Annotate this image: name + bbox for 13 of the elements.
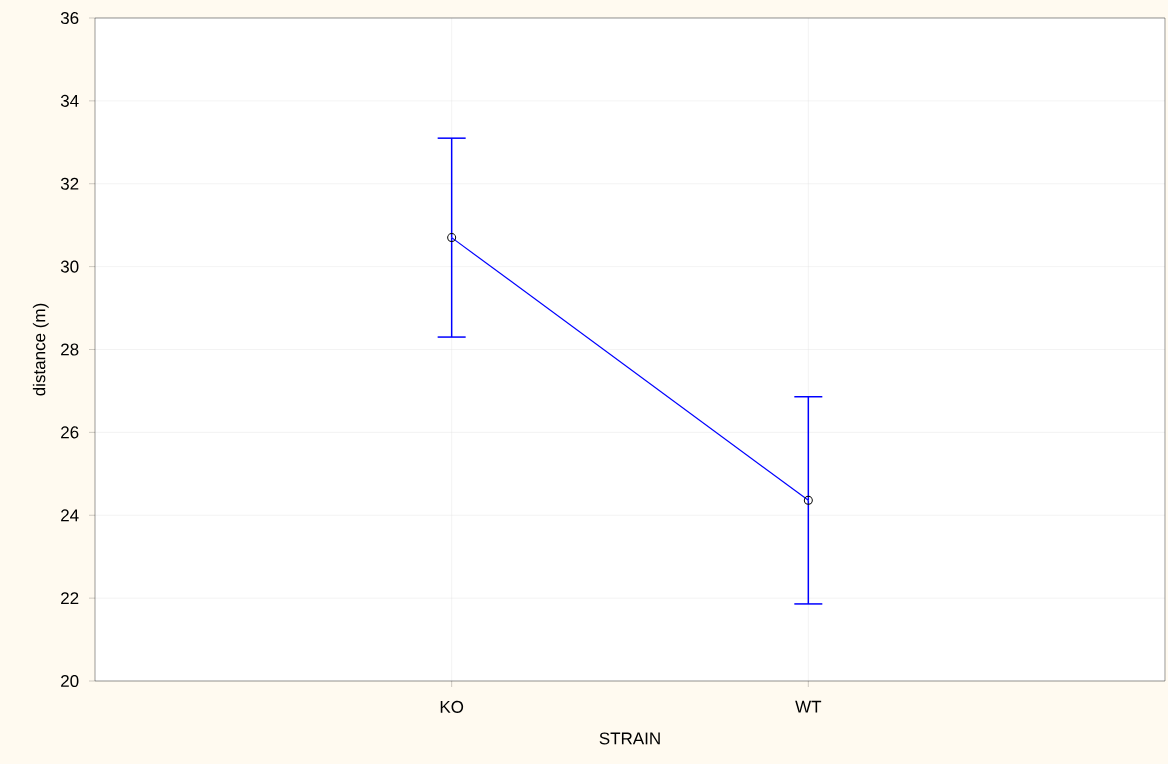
y-tick-label: 32	[60, 177, 79, 190]
y-tick-label: 26	[61, 426, 79, 439]
y-tick-label: 22	[61, 592, 79, 605]
y-tick-label: 30	[60, 260, 79, 273]
y-tick-label: 36	[60, 11, 79, 25]
x-tick-label: WT	[795, 700, 822, 713]
y-tick-label: 34	[60, 94, 79, 107]
y-tick-label: 24	[61, 509, 79, 522]
y-tick-label: 20	[61, 674, 79, 688]
x-axis-title: STRAIN	[599, 732, 660, 745]
y-axis-title: distance (m)	[32, 303, 49, 396]
x-tick-label: KO	[440, 700, 464, 713]
y-tick-label: 28	[61, 343, 79, 356]
